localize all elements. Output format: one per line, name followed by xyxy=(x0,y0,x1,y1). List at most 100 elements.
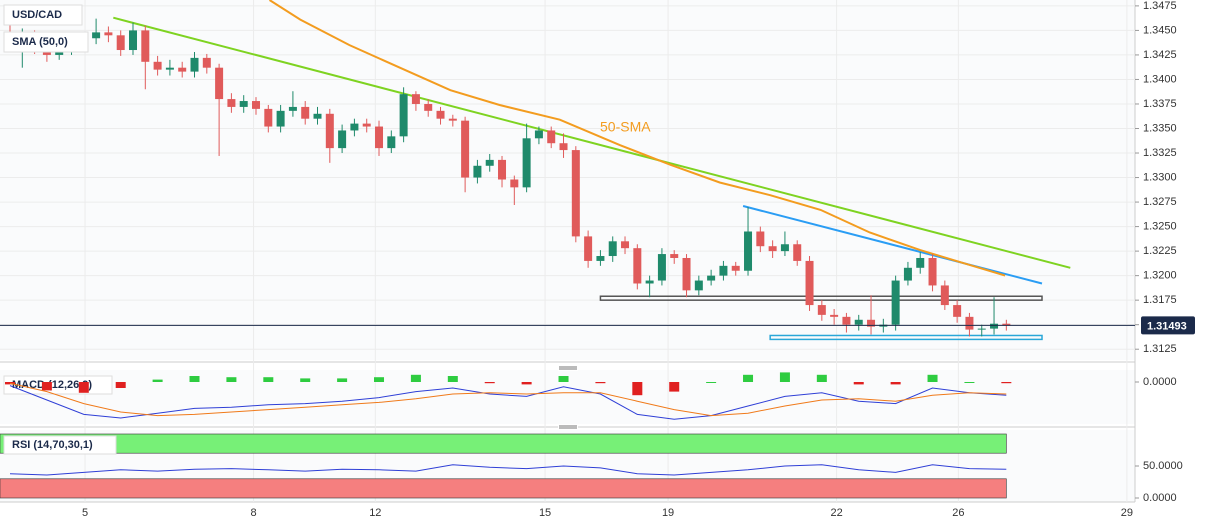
y-tick-label: 1.3325 xyxy=(1143,147,1177,159)
candle-body xyxy=(694,280,703,291)
y-tick-label: 1.3475 xyxy=(1143,0,1177,12)
pane-handle[interactable] xyxy=(558,365,578,371)
candle-body xyxy=(252,101,261,109)
macd-histogram-bar xyxy=(964,382,975,383)
macd-histogram-bar xyxy=(41,382,52,391)
macd-histogram-bar xyxy=(927,374,938,382)
candle-body xyxy=(534,130,543,139)
candle-body xyxy=(375,126,384,149)
candle-body xyxy=(719,265,728,276)
macd-histogram-bar xyxy=(226,377,237,382)
candle-body xyxy=(940,285,949,306)
x-tick-label: 15 xyxy=(539,507,551,519)
macd-line xyxy=(9,385,1007,420)
macd-histogram-bar xyxy=(1001,382,1012,384)
candle-body xyxy=(448,118,457,121)
candle-body xyxy=(301,106,310,119)
sma-line xyxy=(268,0,1006,277)
y-tick-label: 1.3425 xyxy=(1143,49,1177,61)
y-tick-label: 1.3300 xyxy=(1143,171,1177,183)
candle-body xyxy=(928,257,937,286)
candle-body xyxy=(424,103,433,111)
candle-body xyxy=(903,267,912,281)
trendline xyxy=(742,205,1043,285)
x-tick-label: 8 xyxy=(250,507,256,519)
price-pane xyxy=(0,0,1135,360)
macd-histogram-bar xyxy=(152,379,163,382)
candle-body xyxy=(461,120,470,178)
rsi-box xyxy=(3,435,117,455)
candle-body xyxy=(178,67,187,72)
candle-body xyxy=(276,110,285,127)
candle-body xyxy=(608,241,617,257)
candle-body xyxy=(780,244,789,252)
macd-histogram-bar xyxy=(484,382,495,384)
candle-body xyxy=(547,130,556,144)
y-tick-label: 1.3450 xyxy=(1143,24,1177,36)
macd-histogram-bar xyxy=(853,382,864,385)
y-tick-label: 50.0000 xyxy=(1143,460,1183,472)
candle-body xyxy=(92,32,101,39)
candle-body xyxy=(670,254,679,258)
candle-body xyxy=(338,130,347,149)
y-tick-label: 1.3400 xyxy=(1143,73,1177,85)
y-tick-label: 1.3175 xyxy=(1143,294,1177,306)
rsi-line xyxy=(9,464,1007,476)
candle-body xyxy=(645,280,654,284)
candle-body xyxy=(239,101,248,107)
candle-body xyxy=(805,260,814,306)
y-tick-label: 1.3375 xyxy=(1143,98,1177,110)
candle-body xyxy=(498,159,507,180)
candle-body xyxy=(596,256,605,261)
candle-body xyxy=(387,136,396,149)
pane-handle[interactable] xyxy=(558,424,578,430)
candle-body xyxy=(473,165,482,178)
rsi-band xyxy=(0,433,1007,454)
candle-body xyxy=(768,246,777,252)
candle-body xyxy=(350,123,359,131)
candle-body xyxy=(842,316,851,325)
last-price-label: 1.31493 xyxy=(1147,320,1187,332)
macd-histogram-bar xyxy=(447,376,458,382)
macd-histogram-bar xyxy=(263,377,274,382)
candle-body xyxy=(916,257,925,268)
candle-body xyxy=(707,275,716,281)
candle-body xyxy=(657,254,666,281)
candle-body xyxy=(362,123,371,127)
macd-histogram-bar xyxy=(743,374,754,382)
candle-body xyxy=(485,159,494,166)
y-tick-label: 1.3350 xyxy=(1143,122,1177,134)
candle-body xyxy=(411,94,420,104)
y-tick-label: 1.3225 xyxy=(1143,245,1177,257)
candle-body xyxy=(153,61,162,70)
sma-box xyxy=(3,31,89,53)
candle-body xyxy=(436,110,445,119)
macd-histogram-bar xyxy=(816,374,827,382)
x-tick-label: 26 xyxy=(952,507,964,519)
macd-histogram-bar xyxy=(779,372,790,382)
candle-body xyxy=(990,323,999,329)
macd-histogram-bar xyxy=(300,378,311,382)
macd-histogram-bar xyxy=(558,376,569,382)
macd-histogram-bar xyxy=(374,377,385,382)
candle-body xyxy=(288,106,297,111)
x-tick-label: 19 xyxy=(662,507,674,519)
candle-body xyxy=(621,241,630,249)
price-overlays xyxy=(0,0,1135,341)
sma-annotation: 50-SMA xyxy=(600,119,651,135)
signal-line xyxy=(9,382,1007,417)
candle-body xyxy=(190,57,199,72)
candle-body xyxy=(116,35,125,51)
candle-body xyxy=(1002,323,1011,326)
candle-body xyxy=(793,244,802,261)
candle-body xyxy=(744,231,753,271)
candle-body xyxy=(571,150,580,237)
candle-body xyxy=(891,280,900,325)
macd-histogram-bar xyxy=(890,382,901,385)
macd-histogram-bar xyxy=(521,382,532,385)
candle-body xyxy=(522,138,531,188)
candle-body xyxy=(325,113,334,149)
rsi-band xyxy=(0,478,1007,499)
macd-histogram-bar xyxy=(632,382,643,396)
